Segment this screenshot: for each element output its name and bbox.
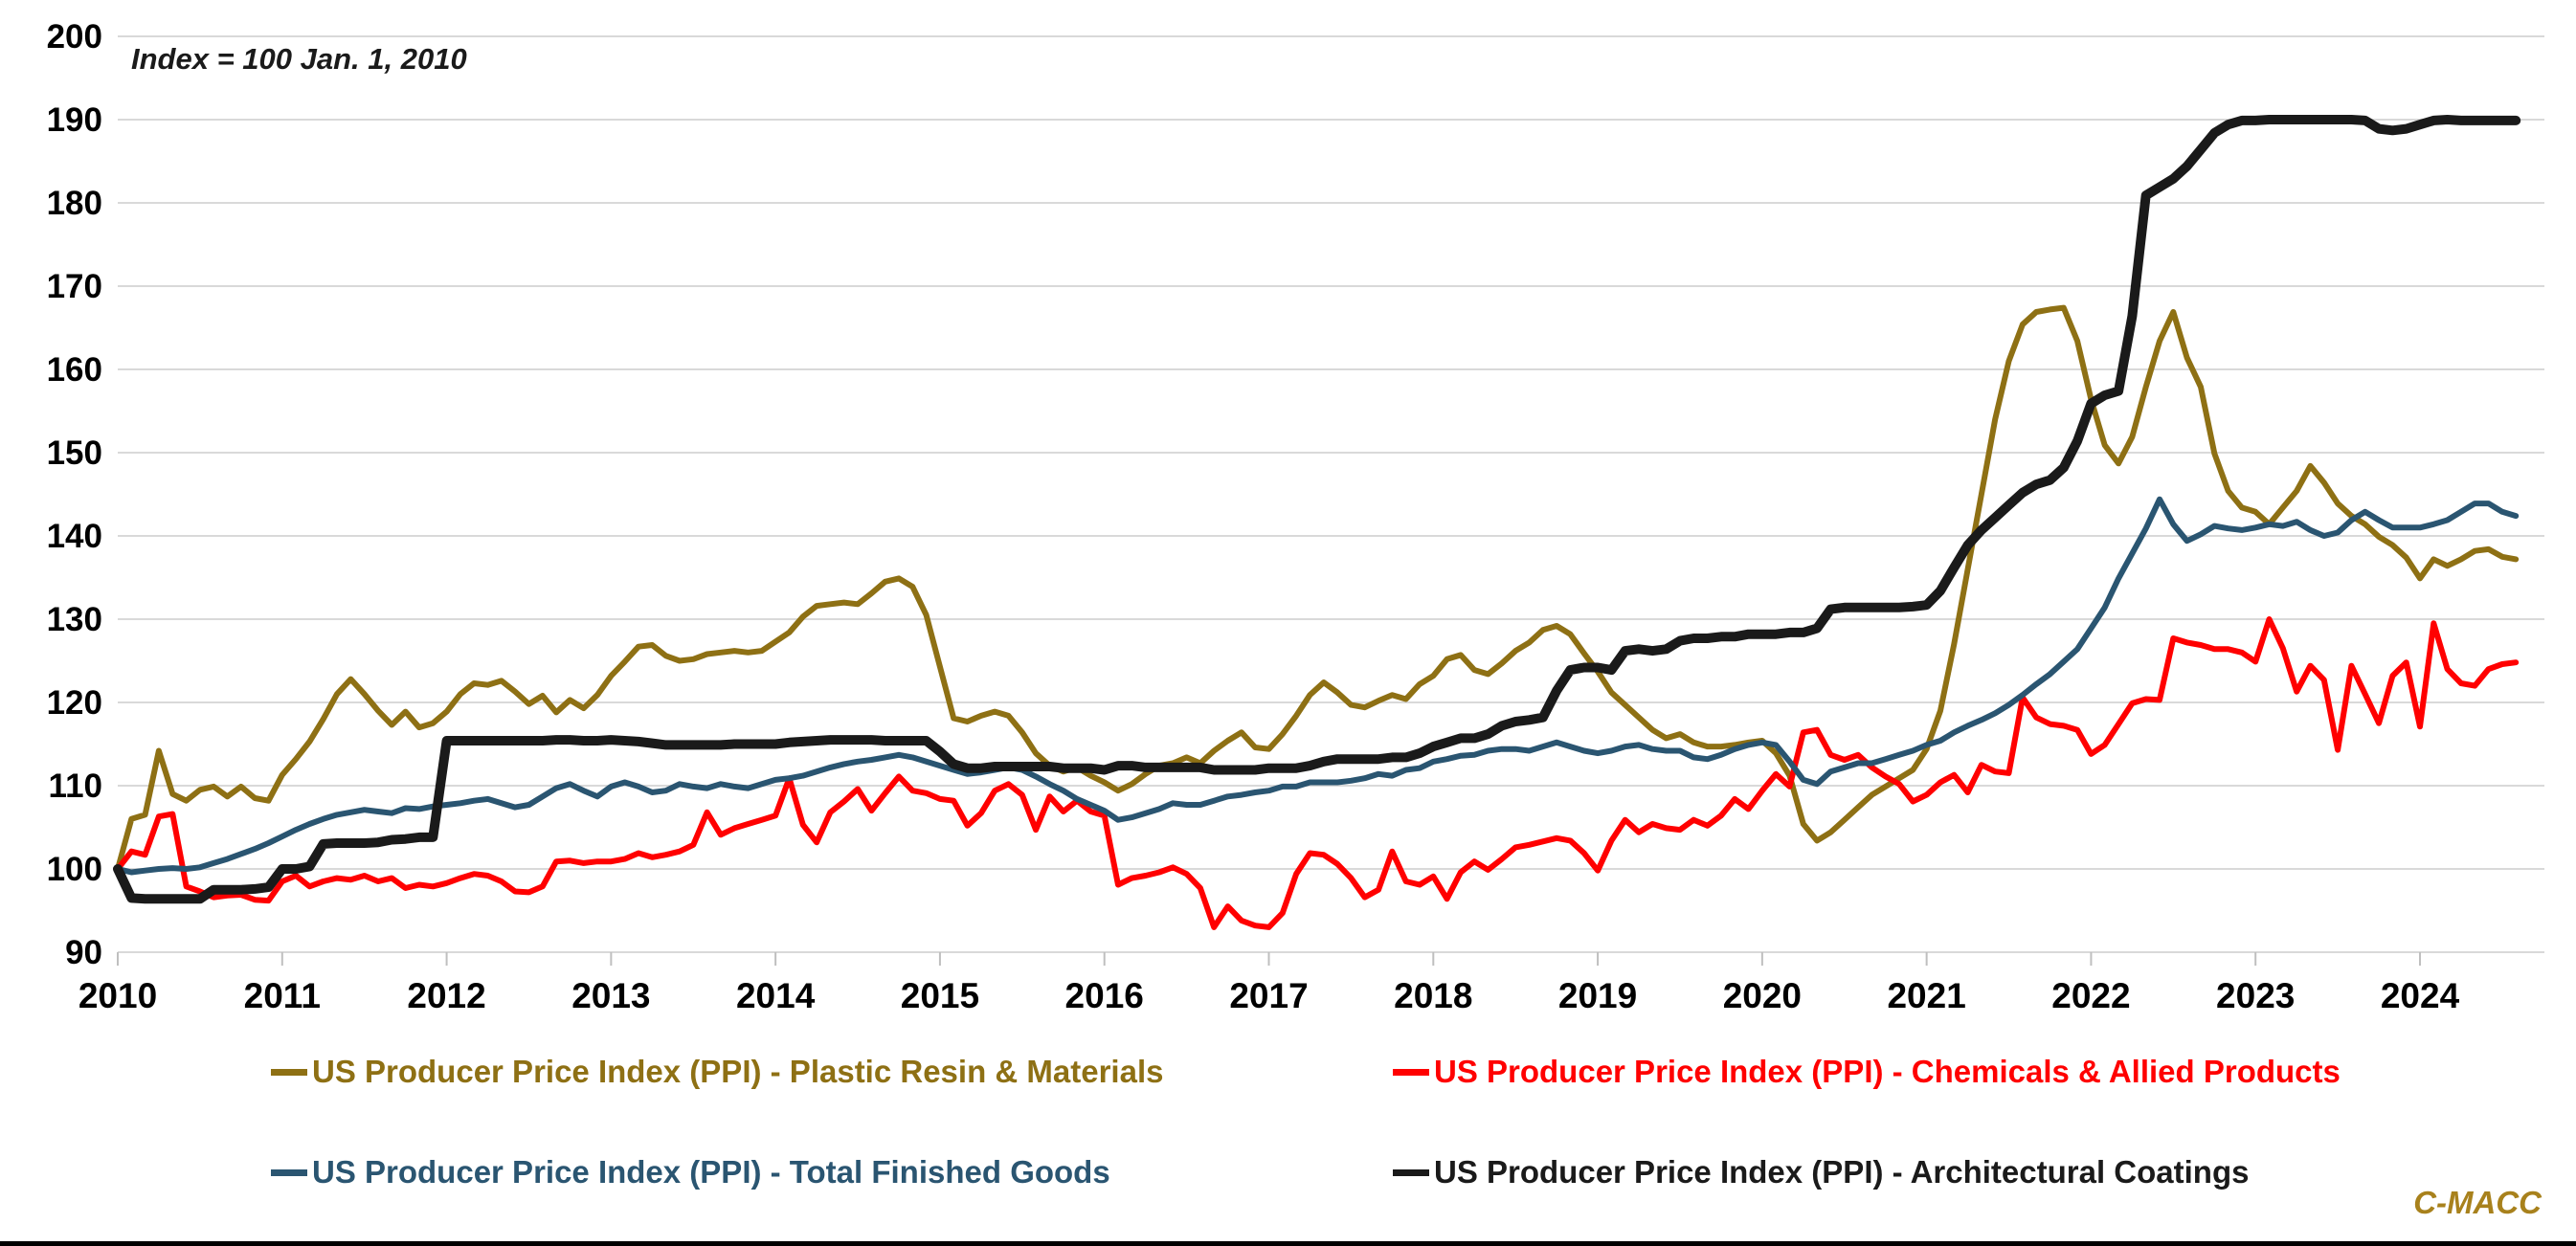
x-axis-label-2015: 2015 — [901, 976, 979, 1015]
legend-row-1: US Producer Price Index (PPI) - Plastic … — [0, 1051, 2576, 1093]
legend-dash-finished-goods-icon — [271, 1168, 307, 1176]
x-axis-label-2011: 2011 — [244, 976, 321, 1015]
x-axis-label-2022: 2022 — [2051, 976, 2130, 1015]
x-axis-label-2010: 2010 — [78, 976, 157, 1015]
x-axis-label-2020: 2020 — [1723, 976, 1802, 1015]
legend-dash-plastic-resin-icon — [271, 1068, 307, 1076]
legend-row-2: US Producer Price Index (PPI) - Total Fi… — [0, 1151, 2576, 1193]
series-line-1 — [115, 616, 2520, 930]
y-axis-label-170: 170 — [47, 268, 102, 305]
x-axis-label-2023: 2023 — [2216, 976, 2295, 1015]
y-axis-label-140: 140 — [47, 518, 102, 555]
y-axis-label-200: 200 — [47, 18, 102, 56]
y-axis-label-160: 160 — [47, 351, 102, 389]
y-axis-label-90: 90 — [65, 934, 102, 971]
x-axis-label-2012: 2012 — [407, 976, 485, 1015]
legend-label-architectural-coatings: US Producer Price Index (PPI) - Architec… — [1434, 1154, 2250, 1190]
y-axis-label-190: 190 — [47, 101, 102, 139]
y-axis-label-100: 100 — [47, 851, 102, 888]
x-axis-label-2017: 2017 — [1229, 976, 1308, 1015]
x-axis-label-2014: 2014 — [736, 976, 816, 1015]
y-axis-label-130: 130 — [47, 601, 102, 638]
y-axis-label-120: 120 — [47, 684, 102, 722]
y-axis-label-180: 180 — [47, 185, 102, 222]
y-axis-label-110: 110 — [49, 768, 102, 805]
x-axis-label-2024: 2024 — [2381, 976, 2460, 1015]
legend-label-finished-goods: US Producer Price Index (PPI) - Total Fi… — [312, 1154, 1110, 1190]
bottom-border — [0, 1241, 2576, 1246]
series-line-2 — [115, 496, 2520, 876]
series-line-0 — [115, 304, 2520, 872]
legend-item-finished-goods: US Producer Price Index (PPI) - Total Fi… — [271, 1151, 1110, 1193]
x-axis-label-2016: 2016 — [1065, 976, 1144, 1015]
legend-dash-architectural-coatings-icon — [1393, 1168, 1429, 1176]
y-axis-label-150: 150 — [47, 434, 102, 472]
legend-label-chemicals: US Producer Price Index (PPI) - Chemical… — [1434, 1054, 2341, 1089]
x-axis-label-2019: 2019 — [1558, 976, 1637, 1015]
legend-dash-chemicals-icon — [1393, 1068, 1429, 1076]
legend-item-chemicals: US Producer Price Index (PPI) - Chemical… — [1393, 1051, 2341, 1093]
cmacc-watermark: C-MACC — [2413, 1185, 2542, 1220]
x-axis-label-2018: 2018 — [1394, 976, 1472, 1015]
legend-item-architectural-coatings: US Producer Price Index (PPI) - Architec… — [1393, 1151, 2249, 1193]
series-line-3 — [113, 115, 2521, 904]
x-axis-label-2021: 2021 — [1887, 976, 1965, 1015]
legend-label-plastic-resin: US Producer Price Index (PPI) - Plastic … — [312, 1054, 1164, 1089]
legend-item-plastic-resin: US Producer Price Index (PPI) - Plastic … — [271, 1051, 1163, 1093]
index-base-annotation: Index = 100 Jan. 1, 2010 — [131, 42, 467, 76]
x-axis-label-2013: 2013 — [571, 976, 650, 1015]
